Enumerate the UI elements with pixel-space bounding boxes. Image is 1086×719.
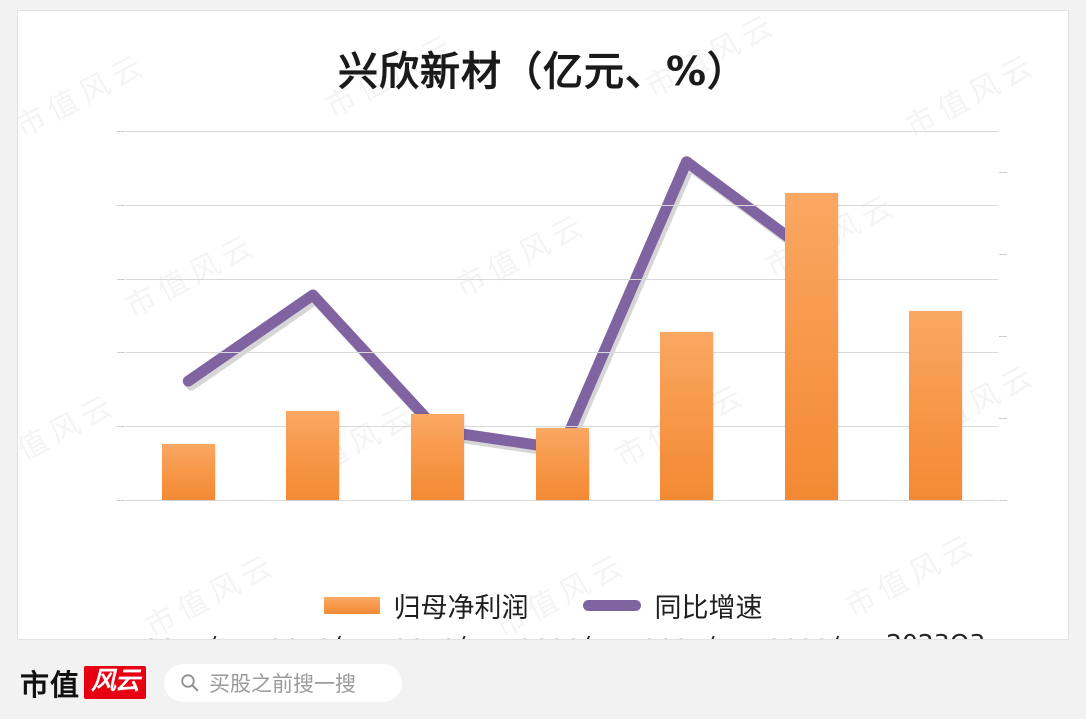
legend-label-growth: 同比增速 — [654, 593, 763, 624]
legend-swatch-bar-icon — [323, 597, 380, 614]
brand-logo[interactable]: 市值 风云 — [20, 662, 147, 704]
growth-rate-line — [182, 156, 820, 459]
y-axis-right-tick — [999, 254, 1007, 255]
gridline — [126, 426, 998, 428]
gridline — [126, 204, 998, 206]
bar-2019年[interactable] — [410, 414, 464, 500]
bar-2018年[interactable] — [286, 411, 340, 500]
legend-swatch-line-icon — [582, 600, 641, 611]
x-axis-tick-label: 2021年 — [624, 629, 749, 639]
x-axis-tick-label: 2019年 — [375, 629, 500, 639]
bar-2017年[interactable] — [161, 443, 215, 500]
search-placeholder-text: 买股之前搜一搜 — [209, 671, 357, 696]
brand-mark: 风云 — [84, 666, 147, 699]
bar-2020年[interactable] — [535, 427, 589, 500]
y-axis-right-tick — [999, 500, 1007, 501]
x-axis-tick-label: 2022年 — [749, 629, 874, 639]
legend-item-growth[interactable]: 同比增速 — [582, 586, 763, 625]
y-axis-left-tick — [117, 426, 125, 428]
x-axis-tick-label: 2023Q3 — [873, 629, 998, 639]
search-bar[interactable]: 买股之前搜一搜 — [164, 663, 403, 702]
y-axis-left-tick — [117, 204, 125, 206]
chart-legend: 归母净利润 同比增速 — [18, 586, 1068, 625]
y-axis-left-tick — [117, 131, 125, 132]
y-axis-left-tick — [117, 278, 125, 280]
bar-2021年[interactable] — [660, 331, 714, 500]
x-axis-tick-label: 2018年 — [251, 629, 376, 639]
x-axis-tick-label: 2017年 — [126, 629, 251, 639]
legend-item-profit[interactable]: 归母净利润 — [323, 586, 529, 625]
gridline — [126, 500, 998, 501]
bar-2022年[interactable] — [784, 192, 838, 500]
search-icon — [181, 674, 199, 692]
legend-label-profit: 归母净利润 — [393, 593, 529, 624]
gridline — [126, 352, 998, 354]
y-axis-right-tick — [999, 172, 1007, 173]
plot-area: 0.000.501.001.502.002.50-40%-20%0%20%40%… — [117, 131, 1007, 639]
bar-2023Q3[interactable] — [909, 311, 963, 500]
growth-rate-polyline[interactable] — [182, 156, 817, 455]
gridline — [126, 278, 998, 280]
y-axis-left-tick — [117, 500, 125, 501]
y-axis-right-tick — [999, 336, 1007, 337]
chart-title: 兴欣新材（亿元、%） — [337, 49, 749, 95]
gridline — [126, 131, 998, 132]
y-axis-right-tick — [999, 418, 1007, 419]
y-axis-left-tick — [117, 352, 125, 354]
x-axis-tick-label: 2020年 — [500, 629, 625, 639]
brand-name-text: 市值 — [20, 667, 81, 702]
footer-bar: 市值 风云 买股之前搜一搜 — [0, 646, 1086, 719]
